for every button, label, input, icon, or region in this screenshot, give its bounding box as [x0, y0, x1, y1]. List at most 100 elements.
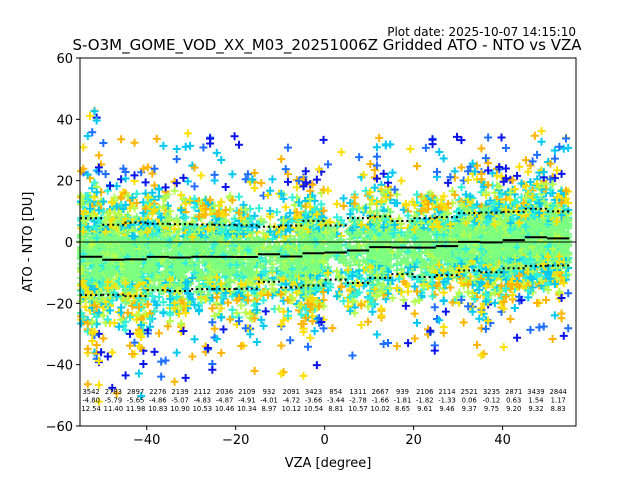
plus-marker: [515, 162, 524, 171]
plus-marker: [250, 366, 259, 375]
plus-marker: [252, 338, 261, 347]
plus-marker: [108, 267, 117, 276]
plus-marker: [139, 164, 148, 173]
plus-marker: [183, 278, 192, 287]
plus-marker: [148, 169, 157, 178]
plus-marker: [159, 202, 168, 211]
plus-marker: [384, 338, 393, 347]
plus-marker: [435, 147, 444, 156]
plus-marker: [99, 197, 108, 206]
plus-marker: [79, 277, 88, 286]
plus-marker: [410, 297, 419, 306]
plus-marker: [208, 318, 217, 327]
plus-marker: [190, 300, 199, 309]
plus-marker: [139, 208, 148, 217]
plus-marker: [428, 135, 437, 144]
plus-marker: [92, 269, 101, 278]
plus-marker: [103, 270, 112, 279]
plus-marker: [83, 319, 92, 328]
plus-marker: [94, 289, 103, 298]
plus-marker: [146, 322, 155, 331]
plus-marker: [179, 272, 188, 281]
plus-marker: [159, 309, 168, 318]
plus-marker: [513, 333, 522, 342]
plus-marker: [112, 389, 121, 398]
plus-marker: [143, 163, 152, 172]
plus-marker: [219, 325, 228, 334]
plus-marker: [114, 228, 123, 237]
plus-marker: [77, 221, 86, 230]
plus-marker: [77, 297, 86, 306]
plus-marker: [134, 342, 143, 351]
plus-marker: [114, 248, 123, 257]
plus-marker: [110, 260, 119, 269]
plus-marker: [210, 170, 219, 179]
plus-marker: [103, 209, 112, 218]
plus-marker: [146, 314, 155, 323]
plus-marker: [181, 213, 190, 222]
plus-marker: [99, 241, 108, 250]
plus-marker: [217, 156, 226, 165]
plus-marker: [81, 237, 90, 246]
plus-marker: [177, 319, 186, 328]
plus-marker: [77, 191, 86, 200]
plus-marker: [121, 269, 130, 278]
plus-marker: [90, 193, 99, 202]
plus-marker: [94, 397, 103, 406]
plus-marker: [513, 171, 522, 180]
plus-marker: [121, 167, 130, 176]
plus-marker: [208, 365, 217, 374]
plus-marker: [255, 204, 264, 213]
plus-marker: [132, 198, 141, 207]
plus-marker: [110, 208, 119, 217]
plus-marker: [497, 133, 506, 142]
plus-marker: [146, 241, 155, 250]
plus-marker: [150, 164, 159, 173]
plus-marker: [159, 298, 168, 307]
plus-marker: [459, 318, 468, 327]
plus-marker: [172, 216, 181, 225]
plus-marker: [188, 295, 197, 304]
plus-marker: [117, 260, 126, 269]
plus-marker: [172, 155, 181, 164]
plus-marker: [110, 288, 119, 297]
plus-marker: [106, 263, 115, 272]
plus-marker: [157, 213, 166, 222]
plus-marker: [77, 286, 86, 295]
plus-marker: [170, 224, 179, 233]
plus-marker: [186, 195, 195, 204]
plus-marker: [430, 303, 439, 312]
plus-marker: [372, 330, 381, 339]
plus-marker: [128, 193, 137, 202]
plus-marker: [439, 288, 448, 297]
plus-marker: [132, 213, 141, 222]
plus-marker: [132, 276, 141, 285]
plus-marker: [283, 177, 292, 186]
plus-marker: [386, 140, 395, 149]
plus-marker: [161, 356, 170, 365]
plus-marker: [121, 371, 130, 380]
plus-marker: [79, 143, 88, 152]
plus-marker: [412, 318, 421, 327]
plus-marker: [101, 217, 110, 226]
plus-marker: [126, 265, 135, 274]
plus-marker: [137, 329, 146, 338]
plus-marker: [179, 247, 188, 256]
plus-marker: [90, 248, 99, 257]
plus-marker: [139, 272, 148, 281]
plus-marker: [161, 194, 170, 203]
plus-marker: [134, 303, 143, 312]
plus-marker: [94, 206, 103, 215]
plus-marker: [94, 380, 103, 389]
plus-marker: [137, 392, 146, 401]
plus-marker: [137, 248, 146, 257]
plus-marker: [464, 288, 473, 297]
plus-marker: [154, 292, 163, 301]
plus-marker: [123, 228, 132, 237]
plus-marker: [177, 205, 186, 214]
plus-marker: [190, 203, 199, 212]
plus-marker: [141, 189, 150, 198]
plus-marker: [281, 203, 290, 212]
plus-marker: [139, 359, 148, 368]
plus-marker: [128, 248, 137, 257]
